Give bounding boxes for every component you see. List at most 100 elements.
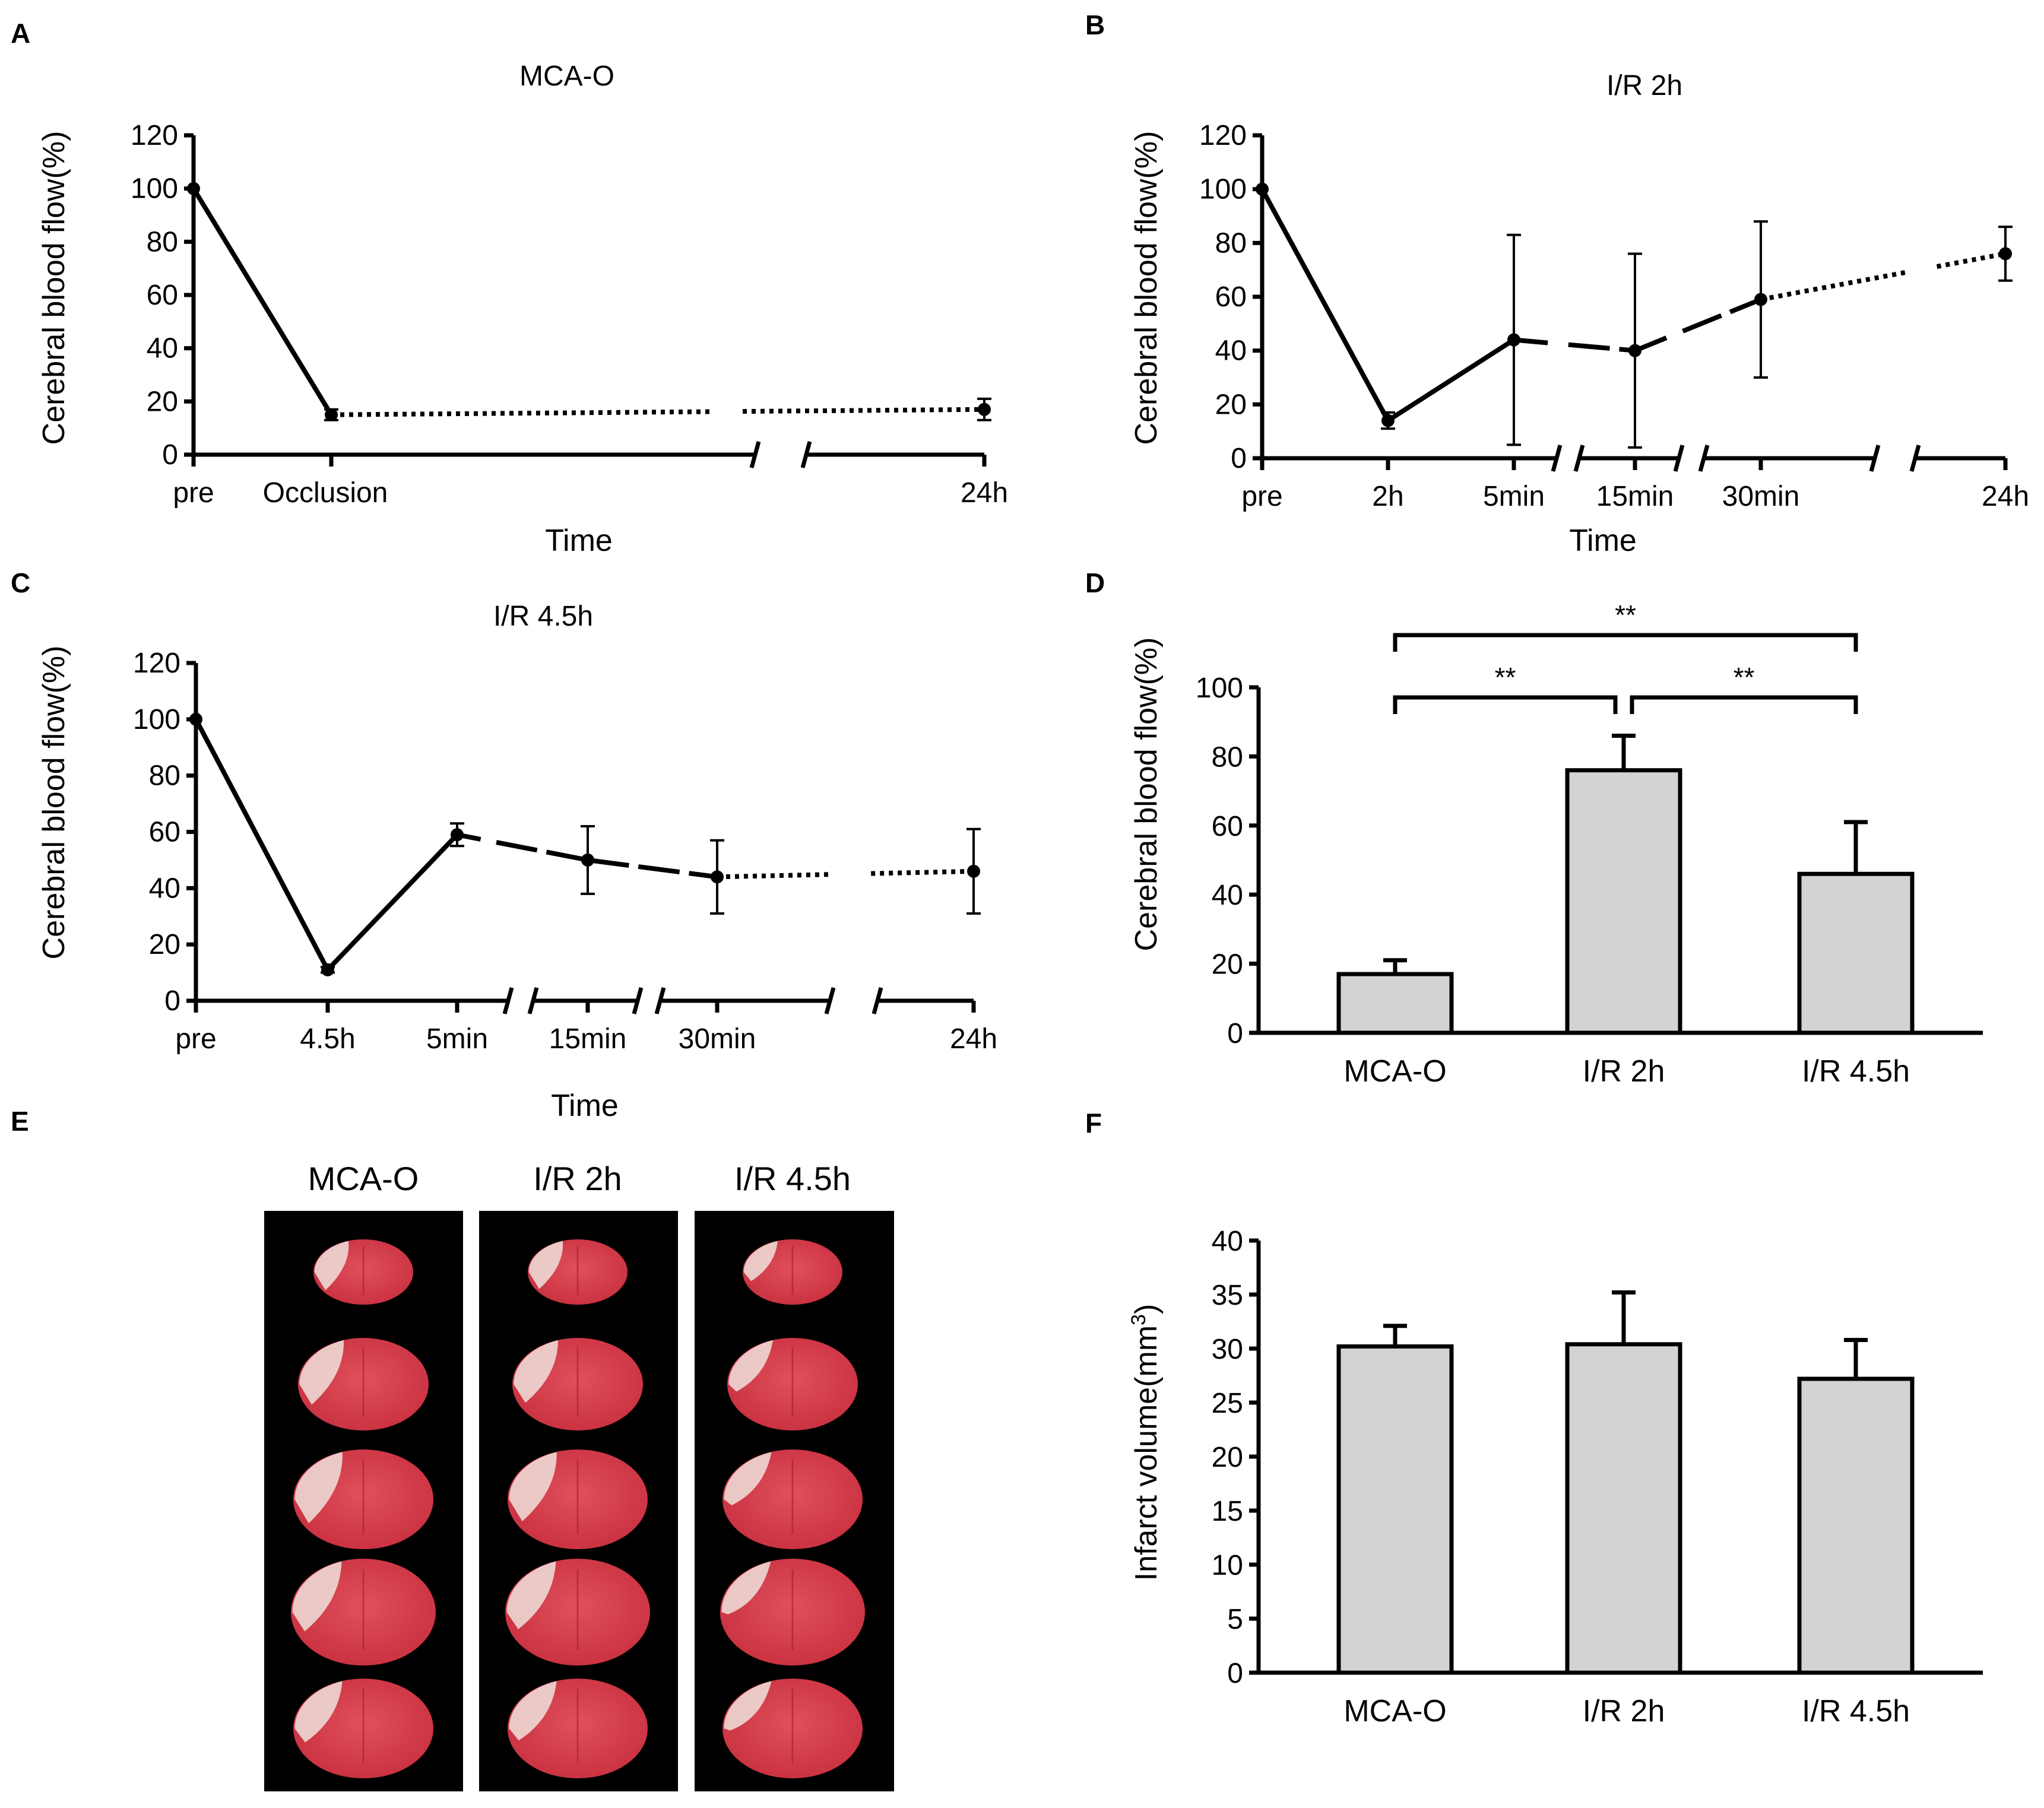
y-tick-label: 80 — [147, 226, 178, 258]
infarct-region — [721, 1561, 771, 1614]
y-tick-label: 100 — [1199, 174, 1247, 205]
series-line-segment — [1936, 251, 2006, 269]
axis-break-mark — [800, 441, 812, 468]
x-tick-label: pre — [175, 1023, 216, 1055]
bar — [1336, 1344, 1454, 1675]
bar — [1797, 871, 1915, 1035]
ttc-column-label: I/R 2h — [533, 1160, 622, 1197]
series-line-segment — [871, 868, 974, 876]
chart-c-ylabel: Cerebral blood flow(%) — [37, 646, 71, 960]
panel-c: C I/R 4.5h Cerebral blood flow(%) Time 0… — [11, 567, 997, 1123]
y-tick-label: 120 — [131, 120, 178, 151]
series-line-segment — [1260, 188, 1390, 422]
axis-break-mark — [502, 987, 514, 1014]
chart-b-xlabel: Time — [1569, 524, 1637, 558]
axis-break-mark — [527, 987, 539, 1014]
significance-label: ** — [1615, 600, 1636, 630]
y-tick-label: 20 — [1212, 1442, 1243, 1473]
chart-a-title: MCA-O — [519, 61, 614, 92]
infarct-region — [294, 1681, 343, 1743]
data-point — [321, 963, 334, 976]
infarct-region — [509, 1452, 557, 1521]
y-tick-label: 60 — [1212, 811, 1243, 842]
infarct-region — [724, 1681, 772, 1731]
y-tick-label: 25 — [1212, 1388, 1243, 1419]
y-tick-label: 100 — [133, 704, 180, 735]
data-point — [978, 402, 991, 416]
axis-break-mark — [1573, 445, 1585, 472]
significance-bracket — [1393, 633, 1858, 652]
series-line-segment — [717, 872, 833, 880]
data-point — [1381, 414, 1395, 427]
data-point — [711, 870, 724, 884]
infarct-region — [724, 1452, 772, 1506]
y-tick-label: 20 — [1212, 949, 1243, 981]
infarct-region — [743, 1241, 778, 1282]
infarct-region — [509, 1681, 557, 1741]
chart-b-title: I/R 2h — [1606, 70, 1682, 101]
x-tick-label: pre — [1241, 481, 1282, 512]
y-tick-label: 5 — [1227, 1604, 1243, 1635]
panel-letter-b: B — [1085, 9, 1105, 40]
y-tick-label: 35 — [1212, 1280, 1243, 1311]
axis-break-mark — [632, 987, 644, 1014]
bar — [1797, 1376, 1915, 1675]
panel-letter-e: E — [11, 1106, 29, 1137]
bar — [1565, 768, 1682, 1035]
data-point — [451, 828, 464, 842]
y-tick-label: 15 — [1212, 1496, 1243, 1527]
data-point — [1754, 293, 1767, 306]
y-tick-label: 40 — [1215, 335, 1247, 367]
data-point — [1256, 182, 1269, 196]
significance-bracket — [1393, 695, 1618, 714]
infarct-region — [528, 1241, 563, 1289]
y-tick-label: 0 — [1227, 1658, 1243, 1689]
chart-a-xlabel: Time — [545, 524, 613, 558]
axis-break-mark — [1551, 445, 1563, 472]
x-tick-label: I/R 4.5h — [1802, 1054, 1910, 1089]
axis-break-mark — [1698, 445, 1710, 472]
panel-letter-d: D — [1085, 567, 1105, 598]
series-line-segment — [191, 187, 334, 416]
y-tick-label: 60 — [1215, 281, 1247, 313]
x-tick-label: pre — [173, 477, 214, 509]
data-point — [187, 182, 200, 195]
x-tick-label: 5min — [426, 1023, 488, 1055]
series-line-segment — [742, 407, 985, 414]
panel-letter-c: C — [11, 567, 30, 598]
y-tick-label: 30 — [1212, 1334, 1243, 1365]
x-tick-label: I/R 2h — [1583, 1054, 1665, 1089]
bar — [1336, 972, 1454, 1035]
panel-f: F Infarct volume(mm3) 0 5 10 15 20 25 30 35 40 MC… — [1085, 1108, 1983, 1728]
x-tick-label: 4.5h — [300, 1023, 355, 1055]
y-tick-label: 120 — [133, 648, 180, 679]
chart-d-ylabel: Cerebral blood flow(%) — [1129, 637, 1164, 951]
y-tick-label: 40 — [1212, 880, 1243, 911]
infarct-region — [299, 1340, 344, 1405]
chart-f-ylabel: Infarct volume(mm3) — [1127, 1304, 1164, 1581]
y-tick-label: 20 — [149, 929, 180, 960]
y-tick-label: 40 — [1212, 1226, 1243, 1257]
panel-letter-f: F — [1085, 1108, 1102, 1138]
data-point — [967, 864, 980, 878]
bar — [1565, 1342, 1682, 1675]
y-tick-label: 100 — [1196, 673, 1243, 704]
y-tick-label: 100 — [131, 173, 178, 205]
data-point — [325, 408, 338, 421]
chart-c-xlabel: Time — [551, 1089, 619, 1123]
infarct-region — [506, 1561, 556, 1629]
x-tick-label: Occlusion — [263, 477, 388, 509]
series-line-segment — [331, 409, 711, 417]
x-tick-label: 15min — [1596, 481, 1674, 512]
panel-a: A MCA-O Cerebral blood flow(%) Time 0 20 4… — [11, 18, 1008, 558]
panel-e: E MCA-O I/R 2h I/R 4.5h — [0, 1098, 1021, 1808]
y-tick-label: 40 — [149, 873, 180, 904]
y-tick-label: 0 — [162, 439, 178, 471]
panel-b: B I/R 2h Cerebral blood flow(%) Time 0 20… — [1085, 9, 2029, 558]
axis-break-mark — [1909, 445, 1921, 472]
data-point — [1507, 333, 1520, 347]
y-tick-label: 60 — [147, 280, 178, 311]
series-line-segment — [1760, 269, 1908, 302]
x-tick-label: MCA-O — [1343, 1054, 1446, 1089]
x-tick-label: 30min — [1722, 481, 1800, 512]
